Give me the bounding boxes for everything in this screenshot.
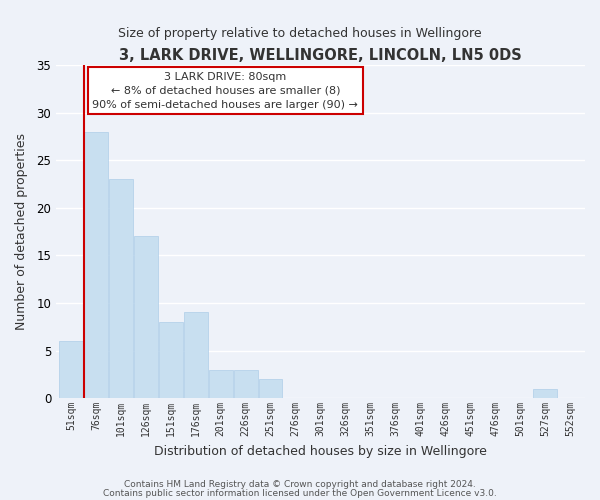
Bar [109,180,133,398]
Bar [184,312,208,398]
Text: Size of property relative to detached houses in Wellingore: Size of property relative to detached ho… [118,28,482,40]
Title: 3, LARK DRIVE, WELLINGORE, LINCOLN, LN5 0DS: 3, LARK DRIVE, WELLINGORE, LINCOLN, LN5 … [119,48,522,62]
Text: 3 LARK DRIVE: 80sqm
← 8% of detached houses are smaller (8)
90% of semi-detached: 3 LARK DRIVE: 80sqm ← 8% of detached hou… [92,72,358,110]
Bar [259,379,283,398]
Bar [209,370,233,398]
Bar [84,132,108,398]
Bar [533,388,557,398]
Text: Contains public sector information licensed under the Open Government Licence v3: Contains public sector information licen… [103,488,497,498]
X-axis label: Distribution of detached houses by size in Wellingore: Distribution of detached houses by size … [154,444,487,458]
Bar [234,370,257,398]
Text: Contains HM Land Registry data © Crown copyright and database right 2024.: Contains HM Land Registry data © Crown c… [124,480,476,489]
Bar [134,236,158,398]
Bar [59,341,83,398]
Y-axis label: Number of detached properties: Number of detached properties [15,133,28,330]
Bar [159,322,182,398]
